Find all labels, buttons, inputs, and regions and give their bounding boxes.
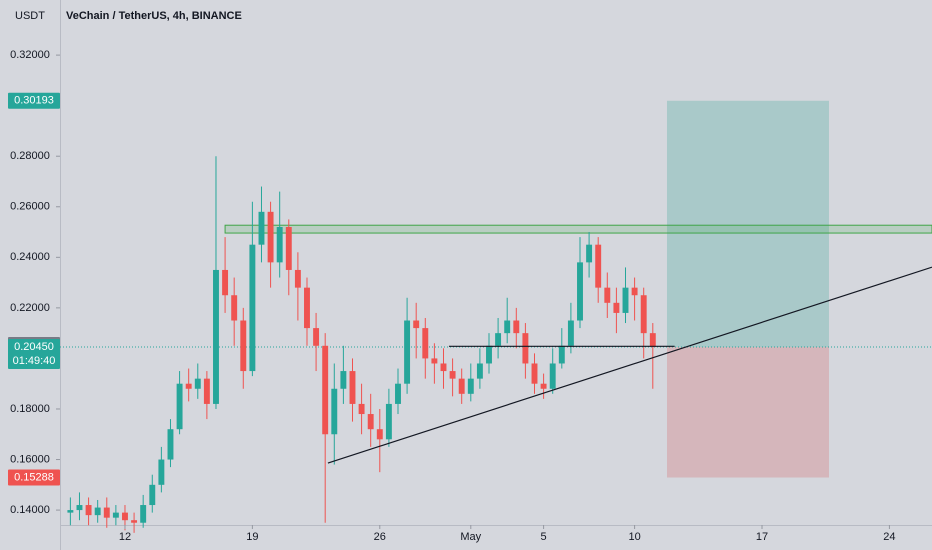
candle-body xyxy=(467,378,474,394)
price-label-box xyxy=(8,339,60,370)
candle-body xyxy=(258,211,265,245)
candle-body xyxy=(240,320,247,372)
candle-body xyxy=(213,269,219,404)
price-label-box xyxy=(8,469,60,486)
y-tick-label: 0.28000 xyxy=(10,150,50,162)
x-tick-label: 12 xyxy=(119,531,131,543)
candle-body xyxy=(449,371,456,379)
candle-body xyxy=(158,459,165,485)
price-label: 0.20450 xyxy=(14,341,54,353)
candle-body xyxy=(340,371,347,389)
candle-body xyxy=(85,505,92,516)
y-tick-label: 0.16000 xyxy=(10,453,50,465)
candle-body xyxy=(294,269,301,288)
x-tick-label: 26 xyxy=(374,531,386,543)
candle-body xyxy=(349,371,356,404)
candle-body xyxy=(231,295,238,321)
candle-body xyxy=(76,505,83,511)
candle-body xyxy=(558,345,565,364)
candle-body xyxy=(176,383,183,430)
candle-body xyxy=(631,287,638,296)
loss-zone xyxy=(666,347,829,478)
candle-body xyxy=(540,383,547,389)
candle-body xyxy=(586,244,593,263)
candle-body xyxy=(458,378,465,394)
candle-body xyxy=(112,512,119,518)
x-tick-label: 17 xyxy=(756,531,768,543)
candle-body xyxy=(276,226,283,263)
candle-layer xyxy=(67,156,932,533)
candle-body xyxy=(622,287,629,313)
candle-body xyxy=(549,363,556,389)
candle-body xyxy=(313,328,320,346)
y-tick-label: 0.18000 xyxy=(10,403,50,415)
candle-body xyxy=(504,320,511,334)
candle-body xyxy=(185,383,192,389)
candle-body xyxy=(222,269,229,296)
candle-body xyxy=(649,333,656,348)
candle-body xyxy=(140,505,147,523)
candle-body xyxy=(367,414,374,430)
y-tick-label: 0.14000 xyxy=(10,504,50,516)
candle-body xyxy=(149,484,156,506)
candle-body xyxy=(613,302,620,313)
price-label: 0.15288 xyxy=(14,471,54,483)
x-tick-label: 24 xyxy=(883,531,895,543)
y-tick-label: 0.26000 xyxy=(10,201,50,213)
y-tick-label: 0.32000 xyxy=(10,49,50,61)
candle-body xyxy=(404,320,411,384)
candle-body xyxy=(267,211,274,263)
x-tick-label: 10 xyxy=(628,531,640,543)
y-tick-label: 0.24000 xyxy=(10,251,50,263)
axis-layer: 0.140000.160000.180000.200000.220000.240… xyxy=(8,49,896,543)
candle-body xyxy=(194,378,201,389)
candle-body xyxy=(103,507,110,518)
overlay-layer xyxy=(60,100,932,478)
x-tick-label: 19 xyxy=(246,531,258,543)
profit-zone xyxy=(666,100,829,348)
countdown: 01:49:40 xyxy=(13,355,56,367)
candle-body xyxy=(67,510,74,513)
candle-body xyxy=(531,363,538,384)
y-tick-label: 0.22000 xyxy=(10,302,50,314)
candle-body xyxy=(94,507,101,516)
candle-body xyxy=(422,328,429,359)
candle-body xyxy=(131,520,138,523)
candle-body xyxy=(522,333,529,364)
resistance-zone xyxy=(224,224,932,234)
candle-body xyxy=(495,333,502,346)
candle-body xyxy=(431,358,438,364)
chart-title: VeChain / TetherUS, 4h, BINANCE xyxy=(66,10,242,22)
candle-body xyxy=(203,378,210,404)
price-label: 0.30193 xyxy=(14,95,54,107)
candle-body xyxy=(567,320,574,346)
candle-body xyxy=(640,295,647,334)
candle-body xyxy=(604,287,611,303)
candle-body xyxy=(376,429,383,440)
candle-body xyxy=(331,388,338,435)
candle-body xyxy=(595,244,602,288)
candle-body xyxy=(395,383,401,404)
candle-body xyxy=(577,262,583,321)
price-label-box xyxy=(8,92,60,109)
candle-body xyxy=(122,512,128,521)
candle-body xyxy=(304,287,310,329)
trendline xyxy=(327,266,932,464)
candle-body xyxy=(513,320,520,334)
candle-body xyxy=(413,320,420,329)
candle-body xyxy=(167,429,174,460)
candle-body xyxy=(285,226,292,270)
candle-body xyxy=(440,363,447,372)
unit-label: USDT xyxy=(15,10,45,22)
x-tick-label: May xyxy=(460,531,481,543)
candle-body xyxy=(322,345,329,435)
x-tick-label: 5 xyxy=(541,531,547,543)
candle-body xyxy=(249,244,256,372)
candle-body xyxy=(486,345,492,364)
candle-body xyxy=(358,403,365,415)
candle-body xyxy=(476,363,483,379)
candle-body xyxy=(385,403,392,440)
